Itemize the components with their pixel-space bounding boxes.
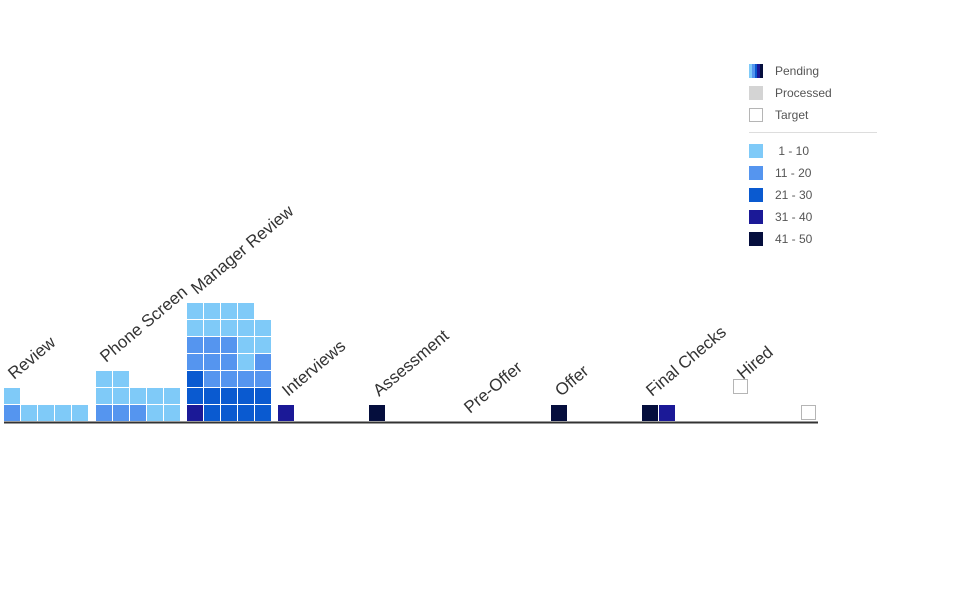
- waffle-cell: [187, 337, 203, 353]
- waffle-cell: [369, 405, 385, 421]
- legend-label-range: 1 - 10: [775, 144, 810, 158]
- waffle-cell: [204, 303, 220, 319]
- waffle-cell: [55, 405, 71, 421]
- waffle-cell: [255, 337, 271, 353]
- legend-item-pending: Pending: [749, 60, 877, 82]
- waffle-cell: [221, 303, 237, 319]
- legend-item-range-5: 41 - 50: [749, 228, 877, 250]
- legend-label-range: 41 - 50: [775, 232, 813, 246]
- stage-label: Interviews: [278, 336, 349, 400]
- waffle-cell: [38, 405, 54, 421]
- stage-label: Assessment: [369, 326, 452, 400]
- stage-label: Hired: [733, 342, 776, 383]
- waffle-cell: [551, 405, 567, 421]
- waffle-cell: [642, 405, 658, 421]
- stage-label: Review: [4, 332, 59, 383]
- stage-label: Offer: [551, 361, 592, 400]
- waffle-cell: [255, 405, 271, 421]
- waffle-cell: [221, 405, 237, 421]
- waffle-cell: [221, 320, 237, 336]
- waffle-cell: [221, 337, 237, 353]
- legend-label-range: 31 - 40: [775, 210, 813, 224]
- waffle-cell: [255, 371, 271, 387]
- stage-label: Final Checks: [642, 322, 729, 400]
- waffle-cell: [4, 405, 20, 421]
- legend-item-range-3: 21 - 30: [749, 184, 877, 206]
- processed-swatch: [749, 86, 763, 100]
- waffle-cell: [164, 405, 180, 421]
- stage-label: Pre-Offer: [460, 358, 526, 418]
- legend-label-range: 11 - 20: [775, 166, 812, 180]
- range-swatch-21-30: [749, 188, 763, 202]
- waffle-cell: [255, 388, 271, 404]
- legend-label-processed: Processed: [775, 86, 832, 100]
- waffle-cell: [204, 337, 220, 353]
- waffle-cell: [187, 320, 203, 336]
- waffle-cell: [238, 405, 254, 421]
- waffle-cell: [204, 320, 220, 336]
- pending-swatch: [749, 64, 763, 78]
- waffle-cell: [238, 320, 254, 336]
- legend-item-range-4: 31 - 40: [749, 206, 877, 228]
- waffle-cell: [204, 354, 220, 370]
- waffle-cell: [238, 388, 254, 404]
- waffle-cell: [221, 388, 237, 404]
- waffle-cell: [130, 388, 146, 404]
- legend: Pending Processed Target 1 - 10 11 - 20 …: [749, 60, 877, 250]
- waffle-cell: [221, 354, 237, 370]
- range-swatch-31-40: [749, 210, 763, 224]
- waffle-cell: [187, 354, 203, 370]
- target-cell: [801, 405, 816, 420]
- legend-item-processed: Processed: [749, 82, 877, 104]
- waffle-cell: [96, 371, 112, 387]
- legend-divider: [749, 132, 877, 133]
- waffle-cell: [255, 354, 271, 370]
- range-swatch-41-50: [749, 232, 763, 246]
- stage-label: Manager Review: [187, 201, 297, 298]
- waffle-cell: [238, 354, 254, 370]
- target-swatch: [749, 108, 763, 122]
- waffle-cell: [147, 405, 163, 421]
- waffle-cell: [21, 405, 37, 421]
- waffle-cell: [204, 371, 220, 387]
- waffle-cell: [238, 337, 254, 353]
- waffle-cell: [187, 371, 203, 387]
- waffle-cell: [278, 405, 294, 421]
- waffle-cell: [204, 405, 220, 421]
- waffle-cell: [72, 405, 88, 421]
- legend-item-range-1: 1 - 10: [749, 140, 877, 162]
- stage-label: Phone Screen: [96, 282, 191, 366]
- waffle-cell: [130, 405, 146, 421]
- waffle-cell: [147, 388, 163, 404]
- legend-label-pending: Pending: [775, 64, 820, 78]
- waffle-cell: [187, 388, 203, 404]
- target-cell: [733, 379, 748, 394]
- waffle-cell: [659, 405, 675, 421]
- waffle-cell: [204, 388, 220, 404]
- range-swatch-11-20: [749, 166, 763, 180]
- waffle-cell: [221, 371, 237, 387]
- waffle-cell: [238, 371, 254, 387]
- waffle-cell: [238, 303, 254, 319]
- range-swatch-1-10: [749, 144, 763, 158]
- waffle-cell: [113, 388, 129, 404]
- waffle-cell: [255, 320, 271, 336]
- waffle-cell: [187, 405, 203, 421]
- waffle-cell: [96, 405, 112, 421]
- waffle-cell: [164, 388, 180, 404]
- waffle-cell: [113, 371, 129, 387]
- waffle-cell: [113, 405, 129, 421]
- waffle-cell: [96, 388, 112, 404]
- legend-item-range-2: 11 - 20: [749, 162, 877, 184]
- legend-label-range: 21 - 30: [775, 188, 813, 202]
- waffle-cell: [187, 303, 203, 319]
- legend-item-target: Target: [749, 104, 877, 126]
- legend-label-target: Target: [775, 108, 809, 122]
- waffle-cell: [4, 388, 20, 404]
